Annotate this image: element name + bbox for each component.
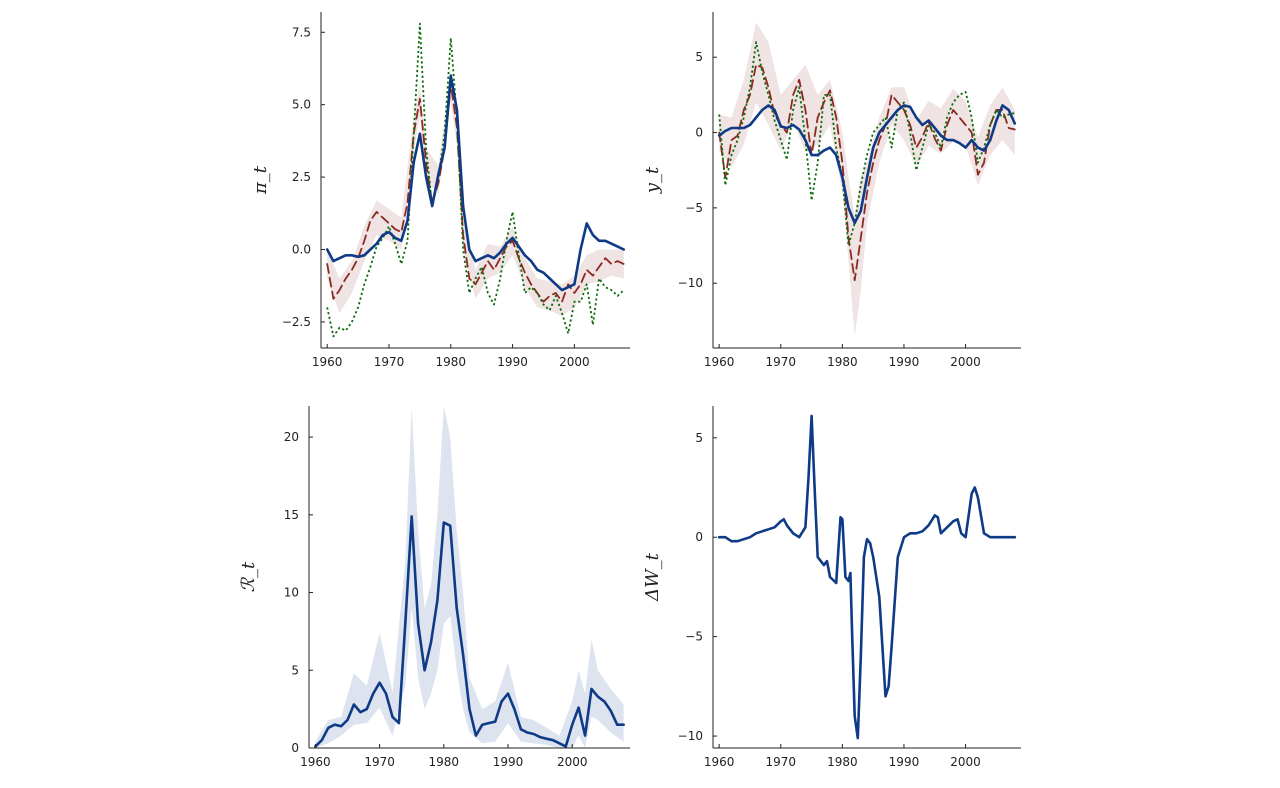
y-tick-label: 10: [284, 586, 299, 600]
x-tick-label: 2000: [559, 355, 590, 369]
x-tick-label: 2000: [557, 755, 588, 769]
x-tick-label: 1990: [497, 355, 528, 369]
y-tick-label: −5: [685, 201, 703, 215]
y-tick-label: 0.0: [292, 243, 311, 257]
x-tick-label: 1960: [704, 755, 735, 769]
panel-4: 1960 1970 1980 1990 2000 −10 −5 0 5 ΔW_t: [642, 406, 1021, 769]
y-axis-label: ΔW_t: [642, 552, 663, 602]
series-line-dot: [326, 22, 625, 338]
y-tick-label: −10: [678, 276, 703, 290]
x-tick-label: 1980: [436, 355, 467, 369]
y-tick-label: −2.5: [282, 315, 311, 329]
x-tick-label: 1960: [300, 755, 331, 769]
y-tick-label: 7.5: [292, 25, 311, 39]
y-tick-label: 0: [695, 126, 703, 140]
series-line-solid: [314, 515, 625, 748]
series-line-dot: [718, 41, 1016, 247]
x-tick-label: 2000: [950, 355, 981, 369]
x-tick-label: 1960: [312, 355, 343, 369]
y-tick-label: 2.5: [292, 170, 311, 184]
x-tick-label: 1990: [889, 355, 920, 369]
series-line-solid: [717, 104, 1017, 225]
y-tick-label: −10: [678, 729, 703, 743]
y-tick-label: 5.0: [292, 98, 311, 112]
y-tick-label: −5: [685, 630, 703, 644]
y-axis-label: y_t: [642, 166, 663, 194]
x-tick-label: 1980: [429, 755, 460, 769]
confidence-band: [315, 406, 624, 748]
x-tick-label: 1980: [827, 755, 858, 769]
y-axis-label: π_t: [250, 165, 271, 195]
y-tick-label: 5: [695, 50, 703, 64]
y-tick-label: 15: [284, 508, 299, 522]
x-tick-label: 1970: [374, 355, 405, 369]
x-tick-label: 1970: [765, 755, 796, 769]
x-tick-label: 1970: [765, 355, 796, 369]
series-line-solid: [717, 414, 1017, 740]
panel-2: 1960 1970 1980 1990 2000 −10 −5 0 5 y_t: [642, 12, 1021, 369]
y-tick-label: 0: [695, 530, 703, 544]
x-tick-label: 1990: [889, 755, 920, 769]
panel-1: 1960 1970 1980 1990 2000 −2.5 0.0 2.5 5.0 7.5 π_t: [250, 12, 630, 369]
y-tick-label: 5: [291, 663, 299, 677]
x-tick-label: 1980: [827, 355, 858, 369]
series-line-solid: [325, 74, 626, 292]
confidence-band: [327, 69, 624, 317]
series-line-dash: [718, 63, 1016, 282]
x-tick-label: 1960: [704, 355, 735, 369]
panel-3: 1960 1970 1980 1990 2000 0 5 10 15 20 ℛ_t: [238, 406, 630, 769]
x-tick-label: 2000: [950, 755, 981, 769]
y-tick-label: 0: [291, 741, 299, 755]
y-tick-label: 20: [284, 430, 299, 444]
y-tick-label: 5: [695, 431, 703, 445]
series-line-dash: [326, 83, 625, 303]
x-tick-label: 1970: [364, 755, 395, 769]
y-axis-label: ℛ_t: [238, 561, 259, 592]
x-tick-label: 1990: [493, 755, 524, 769]
